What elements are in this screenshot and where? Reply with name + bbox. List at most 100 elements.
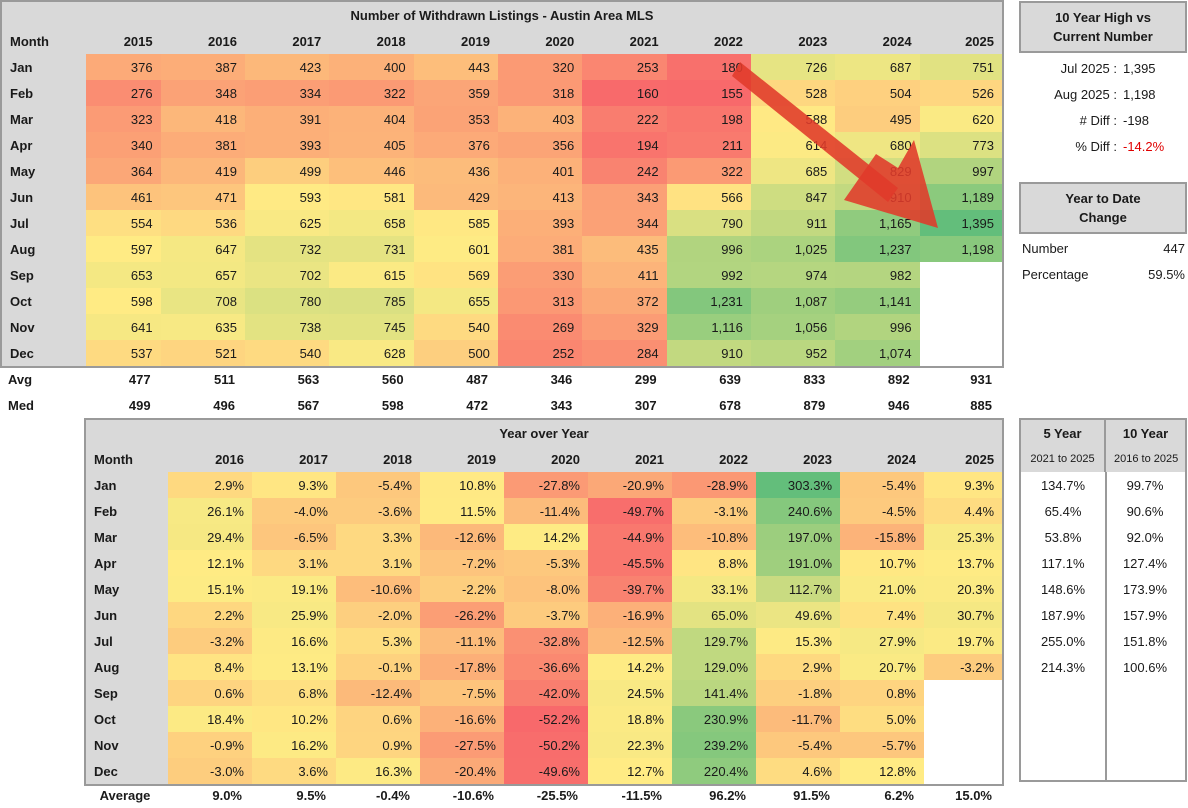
five-year-value: 148.6% [1040,581,1086,597]
value-cell: -26.2% [420,602,504,628]
ytd-change-list: Number 447 Percentage 59.5% [1019,236,1187,288]
value-cell: 364 [86,158,161,184]
ten-year-range: 2016 to 2025 [1105,446,1185,472]
value-cell: 10.2% [252,706,336,732]
med-row-value: 879 [803,397,826,413]
yoy-table: Year over Year Month 2016 2017 2018 2019 2020… [86,420,1003,784]
value-cell: 685 [750,158,836,184]
table-row: Feb 26.1% -4.0% -3.6% 11.5% -11.4% -49.7% -3.1%… [86,498,1003,524]
average-value: -0.4% [376,787,410,803]
value-cell: 155 [666,80,751,106]
value-cell: 12.8% [840,758,924,784]
year-header: 2018 [336,446,420,472]
average-value: 9.0% [212,787,242,803]
value-cell: 403 [497,106,583,132]
value-cell: 726 [750,54,836,80]
value-cell: -16.6% [420,706,504,732]
value-cell: 24.5% [588,680,672,706]
value-cell: 1,141 [835,288,920,314]
yoy-panel: Year over Year Month 2016 2017 2018 2019 2020… [84,418,1004,786]
value-cell: 499 [244,158,330,184]
value-cell: 785 [329,288,414,314]
value-cell: -5.3% [504,550,588,576]
table-row: Mar 29.4% -6.5% 3.3% -12.6% 14.2% -44.9% -10.8%… [86,524,1003,550]
average-value: 9.5% [296,787,326,803]
compare-row: 65.4% 90.6% [1021,498,1185,524]
yoy-average-table: Average 9.0% 9.5% -0.4% -10.6% -25.5% -11.5% 96… [84,782,1000,808]
value-cell: 253 [582,54,667,80]
value-cell: 500 [413,340,498,366]
value-cell: 597 [86,236,161,262]
value-cell: -39.7% [588,576,672,602]
value-cell: -45.5% [588,550,672,576]
value-cell: 521 [160,340,245,366]
value-cell: 194 [582,132,667,158]
value-cell: 588 [750,106,836,132]
value-cell: 996 [666,236,751,262]
value-cell: 372 [582,288,667,314]
value-cell: 1,074 [835,340,920,366]
avg-row-value: 346 [550,371,573,387]
avg-row-value: 892 [887,371,910,387]
value-cell: 8.8% [672,550,756,576]
table-row: Jun 2.2% 25.9% -2.0% -26.2% -3.7% -16.9% 65.0% 4… [86,602,1003,628]
value-cell: -6.5% [252,524,336,550]
value-cell [920,288,1002,314]
value-cell: 1,165 [835,210,920,236]
value-cell: 593 [244,184,330,210]
ytd-change-box: Year to Date Change [1019,182,1187,234]
month-label: Sep [2,262,87,288]
year-header: 2025 [924,446,1003,472]
value-cell: -17.8% [420,654,504,680]
year-header: 2017 [252,446,336,472]
value-cell: -16.9% [588,602,672,628]
value-cell: 198 [666,106,751,132]
value-cell: 8.4% [168,654,252,680]
value-cell: 1,395 [919,210,1002,236]
value-cell: 356 [497,132,583,158]
ytd-row: Number 447 [1019,236,1187,262]
value-cell: 429 [413,184,498,210]
value-cell: 2.9% [756,654,840,680]
value-cell: 537 [86,340,161,366]
average-value: 6.2% [884,787,914,803]
year-header: 2018 [329,28,414,54]
value-cell: 65.0% [672,602,756,628]
avg-row-value: 563 [297,371,320,387]
value-cell [924,758,1002,784]
value-cell: 211 [666,132,751,158]
year-header: 2015 [86,28,161,54]
value-cell: 461 [86,184,161,210]
value-cell: 10.7% [840,550,924,576]
high-vs-current-list: Jul 2025 : 1,395 Aug 2025 : 1,198 # Diff : -1… [1019,56,1187,160]
average-value: -10.6% [452,787,494,803]
value-cell: 26.1% [168,498,252,524]
value-cell: 9.3% [924,472,1003,498]
month-label: Feb [2,80,87,106]
month-label: Mar [86,524,168,550]
value-cell: 334 [244,80,330,106]
high-vs-current-label: Aug 2025 : [1054,87,1117,102]
five-year-value: 255.0% [1040,633,1086,649]
value-cell: 982 [835,262,920,288]
avg-row-value: 639 [719,371,741,387]
value-cell: 745 [329,314,414,340]
ten-year-value: 92.0% [1126,529,1164,545]
value-cell: 401 [497,158,583,184]
value-cell: -7.5% [420,680,504,706]
average-value: 91.5% [793,787,830,803]
value-cell: -49.7% [588,498,672,524]
value-cell: 13.1% [252,654,336,680]
value-cell: 1,237 [835,236,920,262]
value-cell: 230.9% [672,706,756,732]
value-cell: 495 [835,106,920,132]
value-cell: 318 [497,80,583,106]
value-cell: 20.3% [924,576,1003,602]
value-cell: -0.1% [336,654,420,680]
value-cell: 160 [582,80,667,106]
year-header: 2023 [756,446,840,472]
value-cell: -3.1% [672,498,756,524]
value-cell: 554 [86,210,161,236]
compare-row: 255.0% 151.8% [1021,628,1185,654]
value-cell: -7.2% [420,550,504,576]
